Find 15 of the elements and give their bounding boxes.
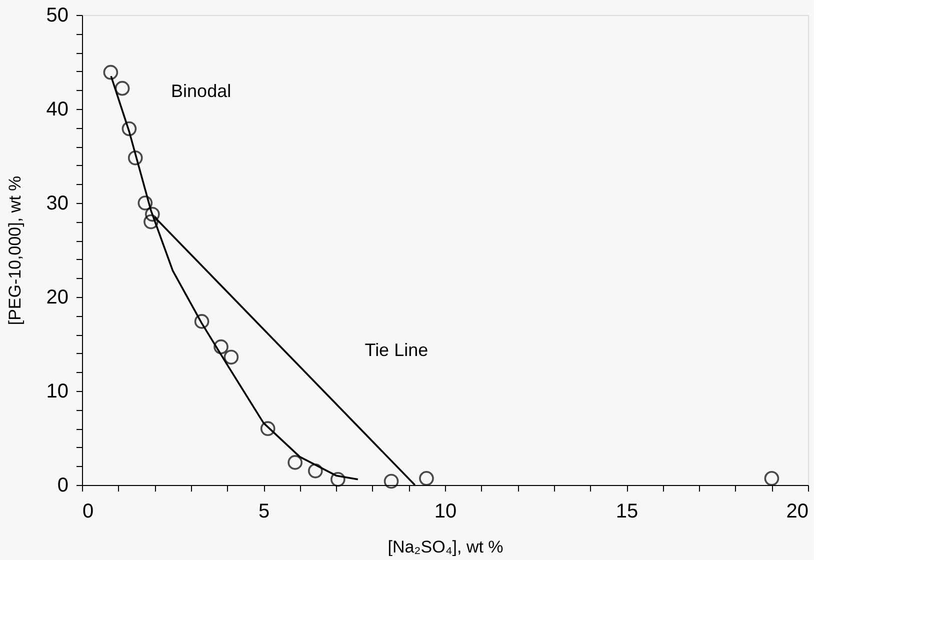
x-tick-label: 5	[258, 500, 270, 522]
y-tick-label: 0	[57, 474, 68, 496]
y-tick-label: 20	[46, 286, 68, 308]
y-tick-label: 40	[46, 98, 68, 120]
annotation: Tie Line	[364, 340, 428, 360]
x-axis-title: [Na₂SO₄], wt %	[388, 538, 504, 556]
y-tick-label: 50	[46, 4, 68, 26]
x-tick-label: 20	[786, 500, 808, 522]
y-tick-label: 30	[46, 192, 68, 214]
x-tick-label: 0	[82, 500, 94, 522]
x-tick-label: 10	[434, 500, 457, 522]
annotation: Binodal	[171, 81, 232, 102]
y-axis-title: [PEG-10,000], wt %	[5, 176, 24, 326]
y-tick-label: 10	[46, 380, 68, 402]
x-tick-label: 15	[616, 500, 638, 522]
